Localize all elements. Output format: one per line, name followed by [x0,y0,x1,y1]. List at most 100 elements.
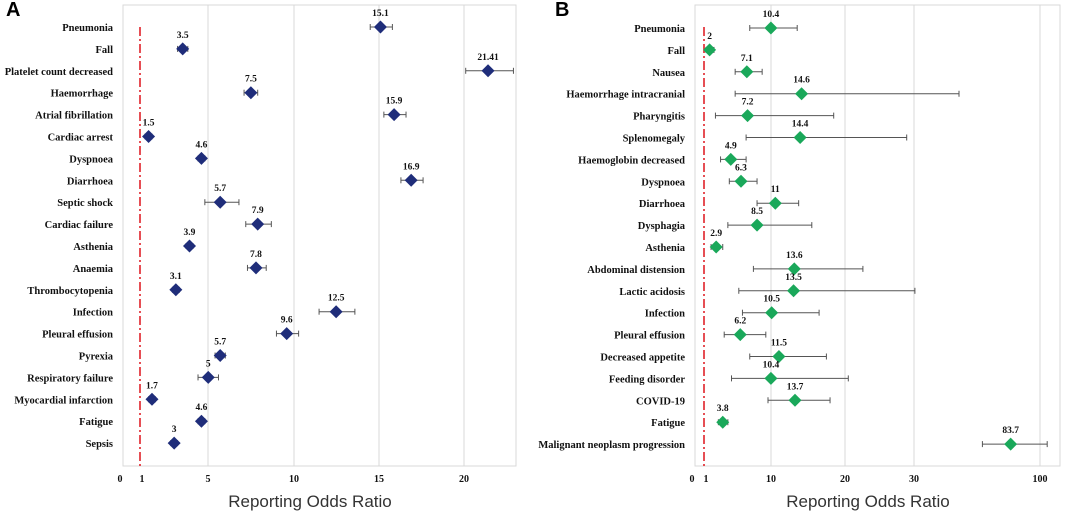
diamond-marker-a-haemorrhage-3 [244,86,258,100]
value-label-b-lactic-acidosis-12: 13.5 [785,273,802,283]
x-tick-label-b-30: 30 [909,474,919,485]
category-label-b-haemoglobin-decreased-6: Haemoglobin decreased [578,155,685,166]
diamond-marker-b-pleural-effusion-14 [733,328,747,342]
diamond-marker-a-atrial-fibrillation-4 [387,108,401,122]
category-label-a-sepsis-19: Sepsis [86,439,113,450]
value-label-a-thrombocytopenia-12: 3.1 [170,272,182,282]
value-label-a-cardiac-arrest-5: 1.5 [143,119,155,129]
value-label-b-nausea-2: 7.1 [741,54,753,64]
value-label-a-asthenia-10: 3.9 [184,228,196,238]
category-label-a-infection-13: Infection [73,308,113,319]
category-label-a-pyrexia-15: Pyrexia [79,352,114,363]
diamond-marker-a-asthenia-10 [182,239,196,253]
category-label-b-fatigue-18: Fatigue [651,418,685,429]
category-label-b-dysphagia-9: Dysphagia [638,221,686,232]
category-label-b-pleural-effusion-14: Pleural effusion [614,331,685,342]
diamond-marker-a-pleural-effusion-14 [280,327,294,341]
diamond-marker-b-haemoglobin-decreased-6 [724,152,738,166]
diamond-marker-b-covid-19-17 [788,393,802,407]
value-label-a-respiratory-failure-16: 5 [206,359,211,369]
diamond-marker-a-diarrhoea-7 [404,173,418,187]
diamond-marker-a-respiratory-failure-16 [201,370,215,384]
category-label-b-covid-19-17: COVID-19 [636,396,685,407]
value-label-b-pneumonia-0: 10.4 [763,10,780,20]
diamond-marker-b-nausea-2 [740,65,754,79]
x-axis-title-a: Reporting Odds Ratio [228,492,391,511]
value-label-a-pneumonia-0: 15.1 [372,9,389,19]
category-label-a-pleural-effusion-14: Pleural effusion [42,330,113,341]
diamond-marker-a-myocardial-infarction-17 [145,392,159,406]
panel-label-a: A [6,0,20,21]
category-label-a-asthenia-10: Asthenia [73,242,113,253]
category-label-a-pneumonia-0: Pneumonia [62,23,114,34]
category-label-b-dyspnoea-7: Dyspnoea [641,177,686,188]
value-label-a-pyrexia-15: 5.7 [214,338,226,348]
diamond-marker-b-splenomegaly-5 [793,131,807,144]
category-label-b-haemorrhage-intracranial-3: Haemorrhage intracranial [566,90,685,101]
value-label-b-abdominal-distension-11: 13.6 [786,251,803,261]
diamond-marker-a-cardiac-failure-9 [251,217,265,231]
diamond-marker-b-malignant-neoplasm-progression-19 [1004,437,1018,451]
diamond-marker-a-anaemia-11 [249,261,263,275]
category-label-b-fall-1: Fall [668,46,686,57]
category-label-b-asthenia-10: Asthenia [645,243,685,254]
value-label-a-myocardial-infarction-17: 1.7 [146,381,158,391]
value-label-b-pleural-effusion-14: 6.2 [734,317,746,327]
diamond-marker-b-infection-13 [765,306,779,320]
value-label-b-infection-13: 10.5 [763,295,780,305]
category-label-a-atrial-fibrillation-4: Atrial fibrillation [35,111,113,122]
x-tick-label-b-0: 0 [690,474,695,485]
value-label-b-malignant-neoplasm-progression-19: 83.7 [1002,426,1019,436]
category-label-a-myocardial-infarction-17: Myocardial infarction [14,395,113,406]
diamond-marker-a-fall-1 [176,42,190,56]
category-label-a-anaemia-11: Anaemia [73,264,114,275]
value-label-b-covid-19-17: 13.7 [787,382,804,392]
diamond-marker-b-haemorrhage-intracranial-3 [795,87,809,101]
diamond-marker-b-lactic-acidosis-12 [787,284,801,298]
diamond-marker-a-cardiac-arrest-5 [142,130,156,143]
value-label-b-splenomegaly-5: 14.4 [792,120,809,130]
value-label-b-fatigue-18: 3.8 [717,404,729,414]
category-label-a-fall-1: Fall [96,45,114,56]
value-label-a-infection-13: 12.5 [328,294,345,304]
diamond-marker-a-sepsis-19 [167,436,181,450]
diamond-marker-a-pyrexia-15 [213,349,227,362]
category-label-a-septic-shock-8: Septic shock [57,198,113,209]
x-tick-label-b-20: 20 [840,474,850,485]
category-label-b-malignant-neoplasm-progression-19: Malignant neoplasm progression [538,440,685,451]
category-label-a-haemorrhage-3: Haemorrhage [51,89,114,100]
value-label-b-asthenia-10: 2.9 [710,229,722,239]
category-label-a-cardiac-arrest-5: Cardiac arrest [48,133,114,144]
value-label-b-decreased-appetite-15: 11.5 [771,339,787,349]
value-label-a-fall-1: 3.5 [177,31,189,41]
x-tick-label-b-100: 100 [1033,474,1048,485]
diamond-marker-a-thrombocytopenia-12 [169,283,183,297]
value-label-a-atrial-fibrillation-4: 15.9 [386,97,403,107]
category-label-a-dyspnoea-6: Dyspnoea [69,154,114,165]
value-label-b-dysphagia-9: 8.5 [751,207,763,217]
plot-area-a [122,4,517,467]
diamond-marker-b-feeding-disorder-16 [764,371,778,385]
category-label-b-nausea-2: Nausea [652,68,685,79]
category-label-b-pharyngitis-4: Pharyngitis [633,112,685,123]
x-tick-label-a-20: 20 [459,474,469,485]
category-label-b-abdominal-distension-11: Abdominal distension [587,265,685,276]
category-label-a-cardiac-failure-9: Cardiac failure [45,220,114,231]
diamond-marker-b-pharyngitis-4 [741,109,755,123]
category-label-a-fatigue-18: Fatigue [79,417,113,428]
plot-area-b [694,4,1061,467]
x-tick-label-b-10: 10 [766,474,776,485]
diamond-marker-b-abdominal-distension-11 [787,262,801,276]
x-tick-label-a-1: 1 [140,474,145,485]
category-label-b-feeding-disorder-16: Feeding disorder [609,374,685,385]
diamond-marker-b-fatigue-18 [716,415,730,429]
value-label-b-feeding-disorder-16: 10.4 [763,360,780,370]
diamond-marker-b-diarrhoea-8 [768,196,782,210]
value-label-a-pleural-effusion-14: 9.6 [281,316,293,326]
diamond-marker-b-dysphagia-9 [750,218,764,232]
value-label-a-platelet-count-decreased-2: 21.41 [477,53,499,63]
value-label-b-dyspnoea-7: 6.3 [735,163,747,173]
x-tick-label-a-0: 0 [118,474,123,485]
category-label-b-infection-13: Infection [645,309,685,320]
